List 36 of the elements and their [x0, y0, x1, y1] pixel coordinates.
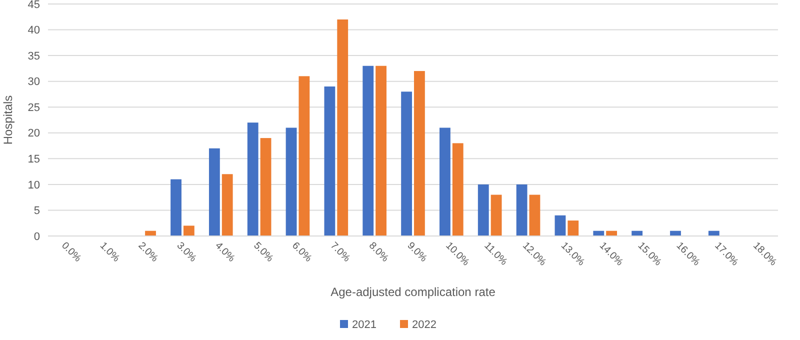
bar — [554, 215, 566, 236]
bar — [260, 138, 272, 236]
bar — [337, 19, 348, 236]
y-tick-label: 20 — [28, 128, 40, 140]
y-axis-title: Hospitals — [1, 95, 15, 145]
bar — [362, 66, 374, 236]
bar — [401, 92, 412, 236]
bar — [568, 220, 579, 236]
legend-label: 2022 — [412, 318, 436, 331]
bar — [222, 174, 233, 236]
y-tick-label: 15 — [28, 154, 40, 166]
y-tick-label: 40 — [28, 24, 40, 37]
y-tick-label: 35 — [28, 50, 40, 62]
y-tick-label: 5 — [34, 205, 40, 218]
bar — [286, 128, 297, 236]
bar — [247, 122, 258, 236]
y-tick-label: 25 — [28, 102, 40, 114]
y-tick-label: 45 — [28, 0, 40, 11]
bar — [529, 194, 540, 236]
legend-label: 2021 — [352, 318, 376, 331]
bar — [452, 143, 464, 236]
y-tick-label: 10 — [28, 179, 40, 192]
x-axis-title: Age-adjusted complication rate — [330, 285, 496, 299]
bar — [298, 76, 310, 236]
y-tick-label: 30 — [28, 76, 40, 88]
bar — [183, 226, 194, 236]
bar — [490, 194, 502, 236]
bar — [208, 148, 220, 236]
bar — [440, 128, 450, 236]
bar — [414, 71, 425, 236]
bar — [516, 184, 528, 236]
bar — [376, 66, 386, 236]
bar — [478, 184, 489, 236]
bar — [324, 86, 336, 236]
y-tick-label: 0 — [34, 230, 40, 243]
bar — [170, 179, 182, 236]
